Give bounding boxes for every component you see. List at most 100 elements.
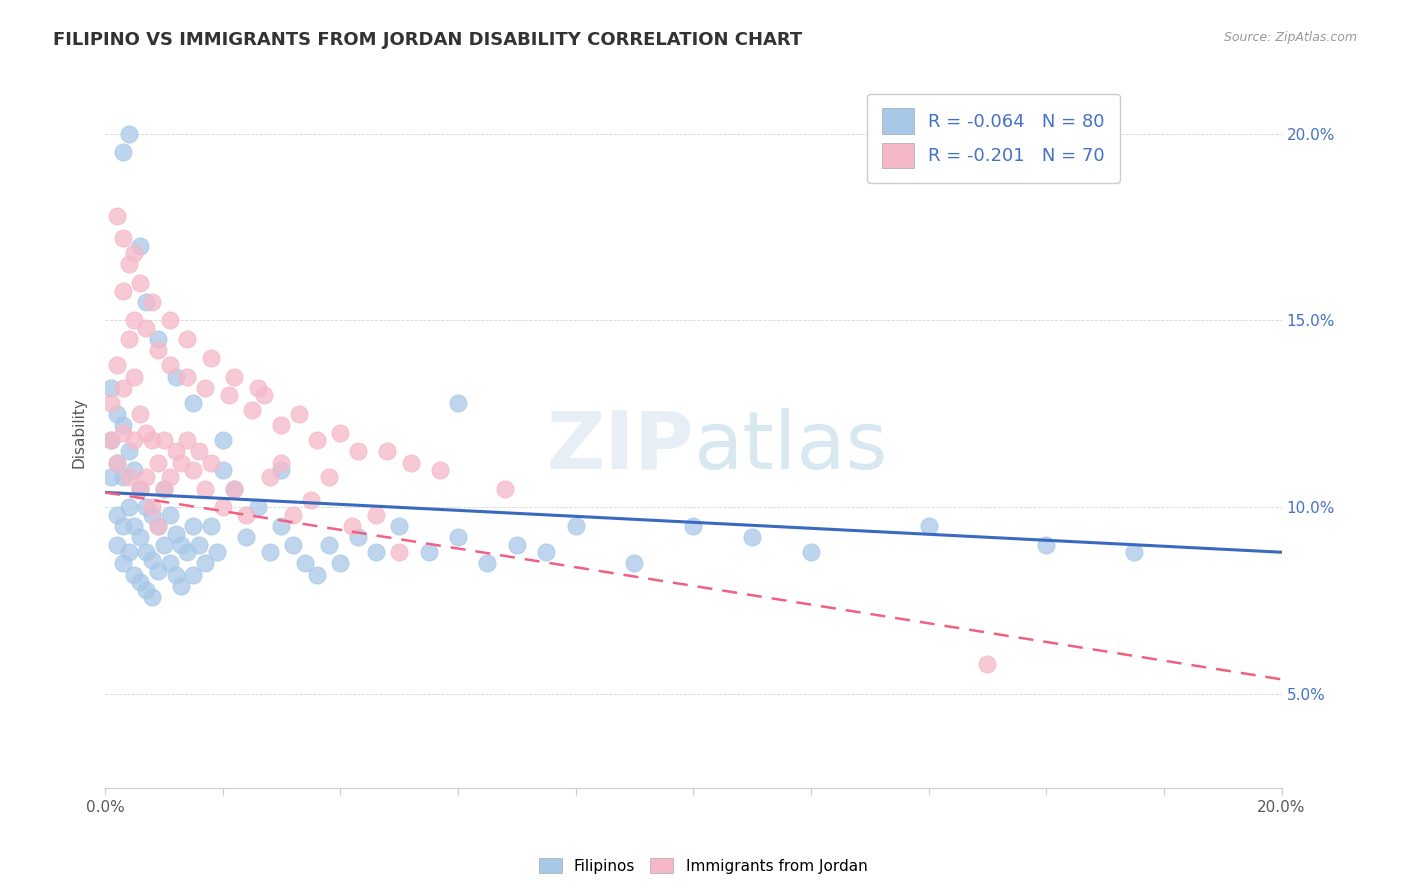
Point [117,127,139,141]
Point [188,538,211,552]
Point [141,500,163,515]
Point [194,381,217,395]
Point [165,369,187,384]
Point [100,395,122,409]
Point [200,351,222,365]
Point [194,557,217,571]
Point [176,433,198,447]
Point [159,359,181,373]
Point [211,433,233,447]
Point [159,508,181,522]
Point [129,276,152,290]
Point [188,444,211,458]
Point [329,425,352,440]
Point [129,407,152,421]
Point [347,530,370,544]
Point [111,284,134,298]
Point [141,590,163,604]
Point [224,369,246,384]
Point [135,294,157,309]
Point [364,508,387,522]
Point [534,545,557,559]
Point [146,564,169,578]
Point [100,470,122,484]
Point [447,530,470,544]
Point [246,381,269,395]
Point [1123,545,1146,559]
Point [218,388,240,402]
Point [270,463,292,477]
Point [111,418,134,433]
Point [129,530,152,544]
Point [181,519,204,533]
Point [235,508,257,522]
Point [224,482,246,496]
Point [288,407,311,421]
Point [111,381,134,395]
Point [153,482,176,496]
Point [364,545,387,559]
Point [388,545,411,559]
Point [105,209,128,223]
Point [100,433,122,447]
Point [165,444,187,458]
Point [205,545,228,559]
Point [181,567,204,582]
Point [105,456,128,470]
Point [283,508,305,522]
Text: Source: ZipAtlas.com: Source: ZipAtlas.com [1223,31,1357,45]
Point [111,425,134,440]
Point [800,545,823,559]
Point [917,519,939,533]
Point [270,418,292,433]
Point [159,557,181,571]
Legend: R = -0.064   N = 80, R = -0.201   N = 70: R = -0.064 N = 80, R = -0.201 N = 70 [868,94,1119,183]
Point [506,538,529,552]
Point [194,482,217,496]
Point [399,456,422,470]
Legend: Filipinos, Immigrants from Jordan: Filipinos, Immigrants from Jordan [533,852,873,880]
Point [124,246,146,260]
Point [153,433,176,447]
Point [129,482,152,496]
Point [347,444,370,458]
Point [388,519,411,533]
Point [294,557,316,571]
Point [141,508,163,522]
Point [141,294,163,309]
Point [270,519,292,533]
Y-axis label: Disability: Disability [72,397,86,468]
Point [447,395,470,409]
Point [240,403,263,417]
Point [124,313,146,327]
Text: ZIP: ZIP [546,408,693,486]
Point [124,369,146,384]
Point [494,482,516,496]
Point [117,332,139,346]
Point [1035,538,1057,552]
Point [111,470,134,484]
Point [117,257,139,271]
Point [146,519,169,533]
Point [181,395,204,409]
Text: FILIPINO VS IMMIGRANTS FROM JORDAN DISABILITY CORRELATION CHART: FILIPINO VS IMMIGRANTS FROM JORDAN DISAB… [53,31,803,49]
Point [305,433,328,447]
Point [165,567,187,582]
Point [259,470,281,484]
Point [176,369,198,384]
Point [124,463,146,477]
Point [111,145,134,160]
Point [111,519,134,533]
Point [117,500,139,515]
Point [105,456,128,470]
Point [283,538,305,552]
Point [200,519,222,533]
Point [111,231,134,245]
Text: atlas: atlas [693,408,887,486]
Point [299,492,322,507]
Point [141,433,163,447]
Point [253,388,276,402]
Point [200,456,222,470]
Point [111,557,134,571]
Point [235,530,257,544]
